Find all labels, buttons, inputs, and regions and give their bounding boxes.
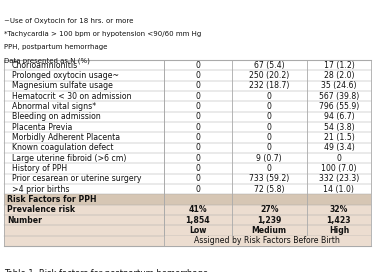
Text: Known coagulation defect: Known coagulation defect: [12, 143, 114, 152]
Bar: [4, 101, 371, 112]
Text: 733 (59.2): 733 (59.2): [249, 174, 289, 183]
Text: 17 (1.2): 17 (1.2): [324, 61, 354, 70]
Text: 0: 0: [267, 123, 272, 132]
Text: High: High: [329, 226, 349, 235]
Text: 0: 0: [195, 143, 200, 152]
Text: 0: 0: [195, 123, 200, 132]
Text: Prolonged oxytocin usage~: Prolonged oxytocin usage~: [12, 71, 119, 80]
Bar: [4, 215, 371, 225]
Text: Prior cesarean or uterine surgery: Prior cesarean or uterine surgery: [12, 174, 141, 183]
Text: 1,239: 1,239: [257, 216, 281, 225]
Text: Assigned by Risk Factors Before Birth: Assigned by Risk Factors Before Birth: [194, 236, 340, 245]
Text: Magnesium sulfate usage: Magnesium sulfate usage: [12, 81, 113, 90]
Text: 0: 0: [267, 133, 272, 142]
Text: 0: 0: [195, 81, 200, 90]
Text: 0: 0: [195, 102, 200, 111]
Text: Abnormal vital signs*: Abnormal vital signs*: [12, 102, 96, 111]
Bar: [4, 122, 371, 132]
Text: 49 (3.4): 49 (3.4): [324, 143, 354, 152]
Text: *Tachycardia > 100 bpm or hypotension <90/60 mm Hg: *Tachycardia > 100 bpm or hypotension <9…: [4, 31, 201, 37]
Text: Chorioamnionitis: Chorioamnionitis: [12, 61, 78, 70]
Text: >4 prior births: >4 prior births: [12, 185, 69, 194]
Text: 0: 0: [195, 164, 200, 173]
Text: Hematocrit < 30 on admission: Hematocrit < 30 on admission: [12, 92, 132, 101]
Text: Assigned by Risk Factors Before Birth: Assigned by Risk Factors Before Birth: [194, 236, 340, 245]
Text: 21 (1.5): 21 (1.5): [324, 133, 354, 142]
Text: PPH, postpartum hemorrhage: PPH, postpartum hemorrhage: [4, 44, 107, 50]
Text: 0: 0: [195, 185, 200, 194]
Text: Risk Factors for PPH: Risk Factors for PPH: [7, 195, 96, 204]
Bar: [4, 153, 371, 163]
Text: 232 (18.7): 232 (18.7): [249, 81, 290, 90]
Bar: [4, 184, 371, 194]
Text: 0: 0: [267, 112, 272, 121]
Text: 9 (0.7): 9 (0.7): [256, 154, 282, 163]
Text: History of PPH: History of PPH: [12, 164, 67, 173]
Text: 0: 0: [195, 71, 200, 80]
Text: 1,423: 1,423: [327, 216, 351, 225]
Bar: [4, 236, 371, 246]
Text: 0: 0: [195, 112, 200, 121]
Bar: [4, 163, 371, 174]
Bar: [4, 112, 371, 122]
Text: 94 (6.7): 94 (6.7): [324, 112, 354, 121]
Text: 67 (5.4): 67 (5.4): [254, 61, 285, 70]
Text: 35 (24.6): 35 (24.6): [321, 81, 357, 90]
Text: 1,854: 1,854: [185, 216, 210, 225]
Text: 567 (39.8): 567 (39.8): [319, 92, 359, 101]
Text: 332 (23.3): 332 (23.3): [319, 174, 359, 183]
Text: ~Use of Oxytocin for 18 hrs. or more: ~Use of Oxytocin for 18 hrs. or more: [4, 18, 134, 24]
Text: 0: 0: [195, 154, 200, 163]
Text: 0: 0: [267, 164, 272, 173]
Bar: [4, 194, 371, 205]
Bar: [164, 236, 371, 246]
Text: 0: 0: [195, 133, 200, 142]
Text: Table 1. Risk factors for postpartum hemorrhage: Table 1. Risk factors for postpartum hem…: [4, 269, 208, 272]
Text: Medium: Medium: [252, 226, 287, 235]
Bar: [4, 60, 371, 70]
Text: 28 (2.0): 28 (2.0): [324, 71, 354, 80]
Bar: [4, 225, 371, 236]
Text: Bleeding on admission: Bleeding on admission: [12, 112, 101, 121]
Text: Placenta Previa: Placenta Previa: [12, 123, 72, 132]
Bar: [4, 81, 371, 91]
Text: 0: 0: [336, 154, 341, 163]
Text: 72 (5.8): 72 (5.8): [254, 185, 284, 194]
Text: Morbidly Adherent Placenta: Morbidly Adherent Placenta: [12, 133, 120, 142]
Text: Data presented as N (%): Data presented as N (%): [4, 57, 90, 63]
Text: 41%: 41%: [188, 205, 207, 214]
Text: 0: 0: [195, 174, 200, 183]
Text: Large uterine fibroid (>6 cm): Large uterine fibroid (>6 cm): [12, 154, 126, 163]
Text: 100 (7.0): 100 (7.0): [321, 164, 357, 173]
Bar: [4, 132, 371, 143]
Text: 0: 0: [195, 61, 200, 70]
Text: Number: Number: [7, 216, 42, 225]
Text: 250 (20.2): 250 (20.2): [249, 71, 289, 80]
Bar: [4, 143, 371, 153]
Bar: [4, 91, 371, 101]
Text: Prevalence risk: Prevalence risk: [7, 205, 75, 214]
Bar: [4, 70, 371, 81]
Text: 0: 0: [267, 143, 272, 152]
Bar: [4, 205, 371, 215]
Text: 0: 0: [195, 92, 200, 101]
Text: 14 (1.0): 14 (1.0): [324, 185, 354, 194]
Text: 27%: 27%: [260, 205, 278, 214]
Text: 54 (3.8): 54 (3.8): [324, 123, 354, 132]
Text: 32%: 32%: [330, 205, 348, 214]
Text: 0: 0: [267, 102, 272, 111]
Text: 0: 0: [267, 92, 272, 101]
Text: Low: Low: [189, 226, 206, 235]
Bar: [4, 174, 371, 184]
Text: 796 (55.9): 796 (55.9): [319, 102, 359, 111]
